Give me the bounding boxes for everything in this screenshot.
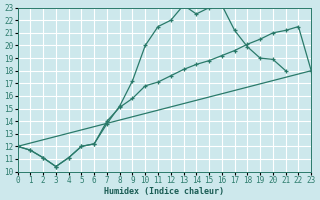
X-axis label: Humidex (Indice chaleur): Humidex (Indice chaleur) (104, 187, 224, 196)
